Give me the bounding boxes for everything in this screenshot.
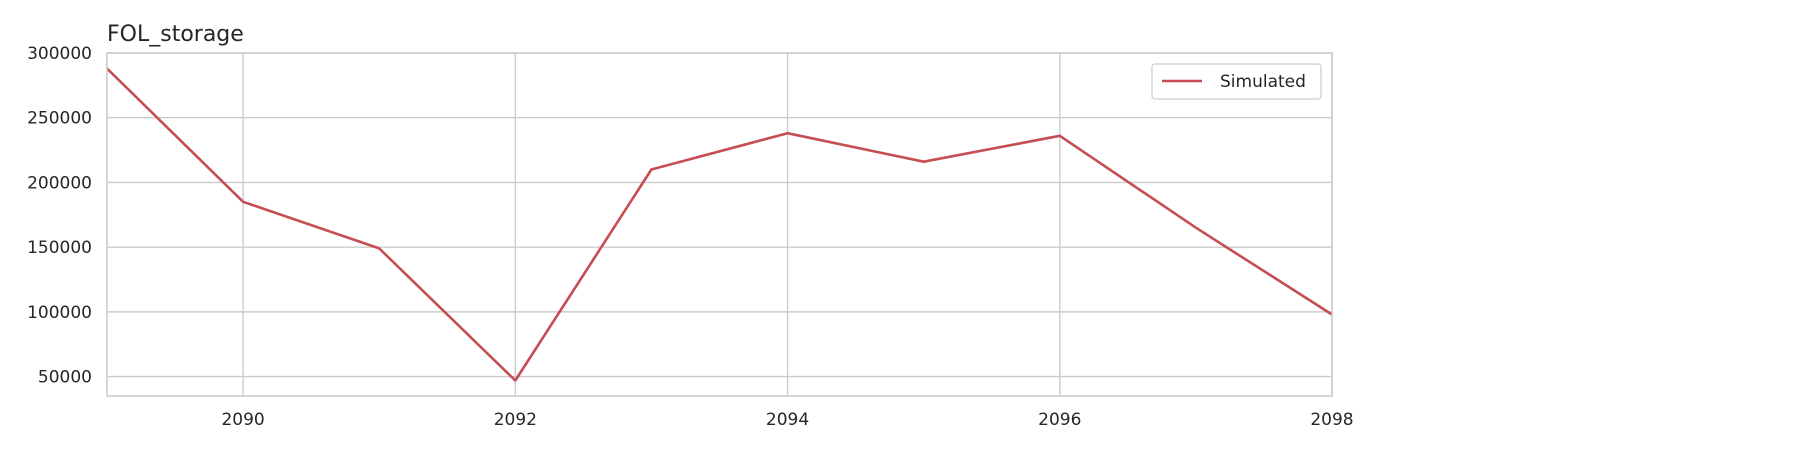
legend-frame	[1151, 63, 1322, 100]
axes-frame	[106, 52, 1333, 397]
grid-layer	[107, 52, 1333, 396]
chart-title: FOL_storage	[107, 22, 244, 47]
y-tick-label: 250000	[27, 109, 92, 129]
x-tick-label: 2094	[766, 410, 809, 430]
y-tick-label: 300000	[27, 44, 92, 64]
legend-label-simulated: Simulated	[1220, 72, 1306, 92]
y-tick-label: 200000	[27, 173, 92, 193]
series-line-simulated	[106, 67, 1333, 382]
y-tick-label: 150000	[27, 238, 92, 258]
legend: Simulated	[1151, 63, 1322, 100]
y-tick-label: 50000	[38, 368, 92, 388]
y-axis-tick-labels: 50000 100000 150000 200000 250000 300000	[27, 44, 92, 388]
x-tick-label: 2098	[1310, 410, 1353, 430]
x-tick-label: 2090	[221, 410, 264, 430]
y-tick-label: 100000	[27, 303, 92, 323]
x-tick-label: 2096	[1038, 410, 1081, 430]
series-layer	[106, 67, 1333, 382]
x-axis-tick-labels: 2090 2092 2094 2096 2098	[221, 410, 1353, 430]
x-tick-label: 2092	[494, 410, 537, 430]
